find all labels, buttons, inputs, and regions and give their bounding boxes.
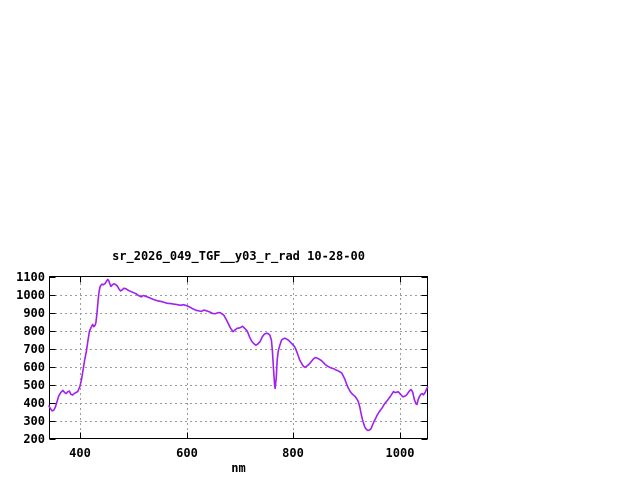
x-tick-label: 600: [176, 446, 198, 460]
spectral-curve: [48, 278, 429, 432]
x-tick-label: 1000: [385, 446, 415, 460]
plot-frame: [49, 276, 428, 439]
y-tick-label: 500: [23, 378, 45, 392]
y-tick-label: 300: [23, 414, 45, 428]
x-tick-label: 800: [282, 446, 304, 460]
y-tick-label: 200: [23, 432, 45, 446]
chart-title: sr_2026_049_TGF__y03_r_rad 10-28-00: [112, 249, 365, 263]
y-tick-label: 600: [23, 360, 45, 374]
y-tick-label: 1000: [16, 288, 45, 302]
y-tick-label: 1100: [16, 270, 45, 284]
y-tick-label: 400: [23, 396, 45, 410]
x-axis-label: nm: [231, 461, 246, 475]
y-tick-label: 700: [23, 342, 45, 356]
y-tick-label: 900: [23, 306, 45, 320]
x-tick-label: 400: [69, 446, 91, 460]
y-tick-label: 800: [23, 324, 45, 338]
